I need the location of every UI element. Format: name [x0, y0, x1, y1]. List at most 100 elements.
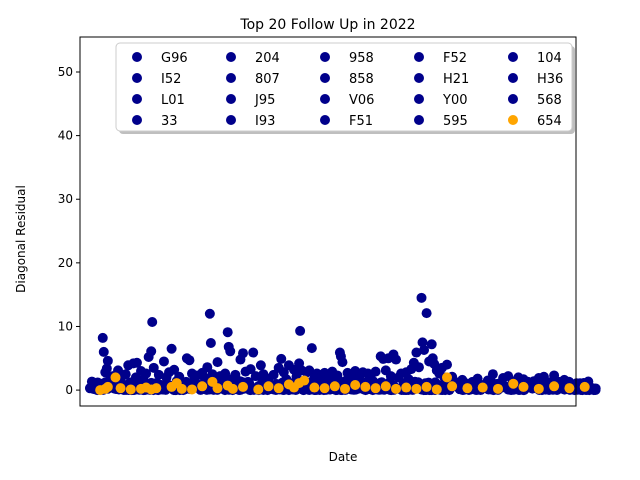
legend-label: G96 — [161, 51, 188, 66]
y-axis: 0 10 20 30 40 50 — [58, 65, 80, 397]
legend[interactable]: G96 I52 L01 33 204 807 J95 I93 958 858 V06 F51 F52 H2… — [115, 42, 575, 134]
data-point — [411, 347, 422, 358]
legend-marker — [320, 73, 330, 83]
legend-label: J95 — [254, 93, 275, 108]
legend-label: 33 — [161, 114, 178, 129]
legend-marker — [132, 115, 142, 125]
legend-label: L01 — [161, 93, 185, 108]
data-point — [391, 354, 401, 365]
legend-label: H36 — [537, 72, 563, 87]
chart-title: Top 20 Follow Up in 2022 — [239, 17, 415, 33]
data-point-654 — [411, 383, 422, 394]
legend-label: H21 — [443, 72, 469, 87]
legend-marker — [226, 73, 236, 83]
data-point-654 — [227, 383, 238, 394]
legend-marker — [508, 73, 518, 83]
data-point-654 — [564, 383, 575, 394]
legend-marker — [226, 52, 236, 62]
legend-label: Y00 — [442, 93, 467, 108]
data-point-654 — [421, 381, 432, 392]
data-point-654 — [115, 383, 126, 394]
data-point — [403, 374, 414, 385]
data-point — [222, 327, 233, 338]
data-point — [205, 338, 216, 349]
data-point-654 — [431, 384, 442, 395]
data-point — [230, 369, 241, 380]
data-point — [97, 332, 108, 343]
data-point — [147, 317, 158, 328]
data-point-654 — [391, 383, 401, 394]
legend-label: F51 — [349, 114, 373, 129]
data-point-654 — [212, 383, 223, 394]
data-point — [166, 343, 177, 354]
data-point-654 — [329, 381, 340, 392]
data-point-654 — [309, 382, 320, 393]
legend-label: 807 — [255, 72, 280, 87]
legend-label: I93 — [255, 114, 275, 129]
data-point-654 — [151, 383, 162, 394]
legend-marker — [132, 73, 142, 83]
legend-label: F52 — [443, 51, 467, 66]
legend-label: 568 — [537, 93, 562, 108]
data-point-654 — [102, 381, 113, 392]
data-point-654 — [110, 372, 121, 383]
legend-marker — [132, 52, 142, 62]
legend-label: V06 — [349, 93, 374, 108]
legend-marker — [226, 94, 236, 104]
data-point — [332, 370, 343, 381]
data-point-654 — [533, 383, 544, 394]
data-point — [184, 355, 195, 366]
data-point — [153, 369, 164, 380]
data-point — [442, 359, 452, 370]
data-point — [131, 357, 142, 368]
data-point — [417, 337, 428, 348]
data-point — [146, 346, 157, 357]
legend-marker — [132, 94, 142, 104]
legend-marker — [320, 115, 330, 125]
legend-marker — [320, 52, 330, 62]
y-tick-label: 50 — [58, 65, 73, 79]
data-point-654 — [350, 380, 361, 391]
data-point — [120, 369, 131, 380]
data-point — [304, 365, 315, 376]
data-point — [413, 362, 424, 373]
legend-entries: G96 I52 L01 33 204 807 J95 I93 958 858 V06 F51 F52 H2… — [132, 51, 563, 129]
x-axis-label: Date — [329, 450, 358, 464]
data-point — [202, 362, 213, 373]
legend-box — [115, 42, 573, 132]
highlight-points-layer — [95, 372, 590, 396]
legend-label: 654 — [537, 114, 562, 129]
data-point — [220, 368, 231, 379]
legend-marker — [414, 115, 424, 125]
data-point-654 — [549, 381, 560, 392]
data-point-654 — [447, 381, 458, 392]
plot-frame — [79, 36, 577, 407]
data-point — [370, 366, 381, 377]
data-point-654 — [125, 384, 136, 395]
data-point-654 — [462, 383, 473, 394]
data-point-654 — [493, 383, 503, 394]
data-point — [101, 363, 112, 374]
legend-marker — [320, 94, 330, 104]
data-point — [549, 370, 560, 381]
data-point — [158, 356, 169, 367]
legend-marker — [414, 73, 424, 83]
y-tick-label: 0 — [65, 383, 73, 397]
y-tick-label: 30 — [58, 192, 73, 206]
legend-label: 958 — [349, 51, 374, 66]
legend-marker — [508, 52, 518, 62]
data-point-654 — [477, 382, 488, 393]
data-point — [225, 346, 236, 357]
data-point-654 — [370, 383, 381, 394]
data-point — [207, 369, 218, 380]
legend-label: 104 — [537, 51, 562, 66]
legend-label: 204 — [255, 51, 280, 66]
data-point-654 — [238, 381, 248, 392]
data-point-654 — [187, 384, 197, 395]
data-point — [337, 357, 348, 368]
data-point — [98, 346, 109, 357]
data-point — [426, 339, 437, 350]
legend-label: I52 — [161, 72, 181, 87]
data-point-654 — [518, 381, 529, 392]
